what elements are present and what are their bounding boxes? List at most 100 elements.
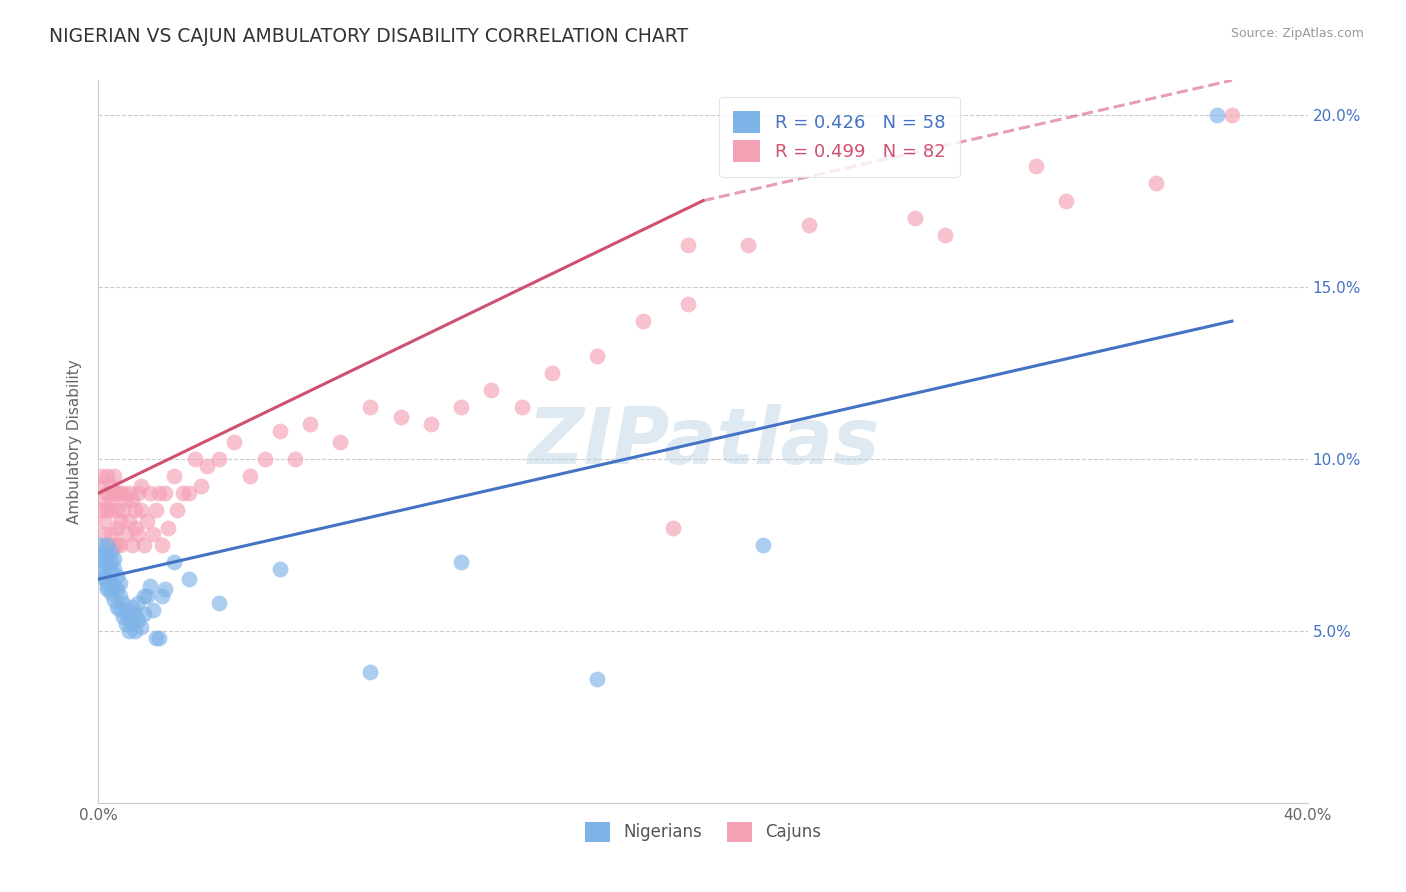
Point [96,582,118,597]
Point [93,527,115,541]
Point [93,572,115,586]
Point [145,503,167,517]
Point [1206,108,1229,122]
Point [129,479,152,493]
Point [269,424,291,438]
Point [90,562,112,576]
Point [208,596,231,610]
Point [129,503,152,517]
Point [124,607,146,621]
Point [93,493,115,508]
Point [148,631,170,645]
Point [105,568,128,582]
Point [124,503,146,517]
Point [153,582,176,597]
Point [269,562,291,576]
Y-axis label: Ambulatory Disability: Ambulatory Disability [67,359,83,524]
Point [1054,194,1077,208]
Point [103,538,125,552]
Point [108,514,131,528]
Point [121,616,143,631]
Point [100,555,122,569]
Point [676,238,699,252]
Point [103,551,125,566]
Point [142,603,165,617]
Point [118,610,141,624]
Point [100,586,122,600]
Point [100,493,122,508]
Point [737,238,759,252]
Point [108,486,131,500]
Point [105,582,128,597]
Point [108,590,131,604]
Point [103,486,125,500]
Point [118,624,141,638]
Point [586,349,609,363]
Point [132,590,155,604]
Point [96,538,118,552]
Point [96,469,118,483]
Point [93,568,115,582]
Point [118,514,141,528]
Point [96,548,118,562]
Point [450,400,472,414]
Point [124,624,146,638]
Point [100,503,122,517]
Point [239,469,262,483]
Point [172,486,194,500]
Point [135,590,157,604]
Point [163,469,186,483]
Point [389,410,412,425]
Point [510,400,533,414]
Point [586,672,609,686]
Point [132,538,155,552]
Point [299,417,322,432]
Point [111,503,134,517]
Point [153,486,176,500]
Point [904,211,927,225]
Point [752,538,775,552]
Point [224,434,246,449]
Point [93,544,115,558]
Point [108,575,131,590]
Point [103,592,125,607]
Point [360,400,382,414]
Point [163,555,186,569]
Point [96,486,118,500]
Point [121,599,143,614]
Point [420,417,443,432]
Point [100,544,122,558]
Point [114,616,136,631]
Point [1220,108,1243,122]
Point [481,383,503,397]
Point [195,458,218,473]
Point [156,520,179,534]
Point [148,486,170,500]
Point [118,486,141,500]
Point [676,297,699,311]
Point [450,555,472,569]
Point [100,566,122,580]
Point [105,599,128,614]
Point [105,503,128,517]
Point [100,575,122,590]
Point [179,486,201,500]
Point [797,218,820,232]
Point [90,469,112,483]
Point [132,607,155,621]
Text: NIGERIAN VS CAJUN AMBULATORY DISABILITY CORRELATION CHART: NIGERIAN VS CAJUN AMBULATORY DISABILITY … [49,27,689,45]
Point [90,503,112,517]
Point [93,514,115,528]
Point [540,366,562,380]
Point [103,469,125,483]
Point [121,493,143,508]
Point [105,538,128,552]
Point [103,579,125,593]
Point [100,527,122,541]
Point [114,493,136,508]
Point [96,503,118,517]
Text: Source: ZipAtlas.com: Source: ZipAtlas.com [1230,27,1364,40]
Point [139,579,162,593]
Point [121,538,143,552]
Point [661,520,683,534]
